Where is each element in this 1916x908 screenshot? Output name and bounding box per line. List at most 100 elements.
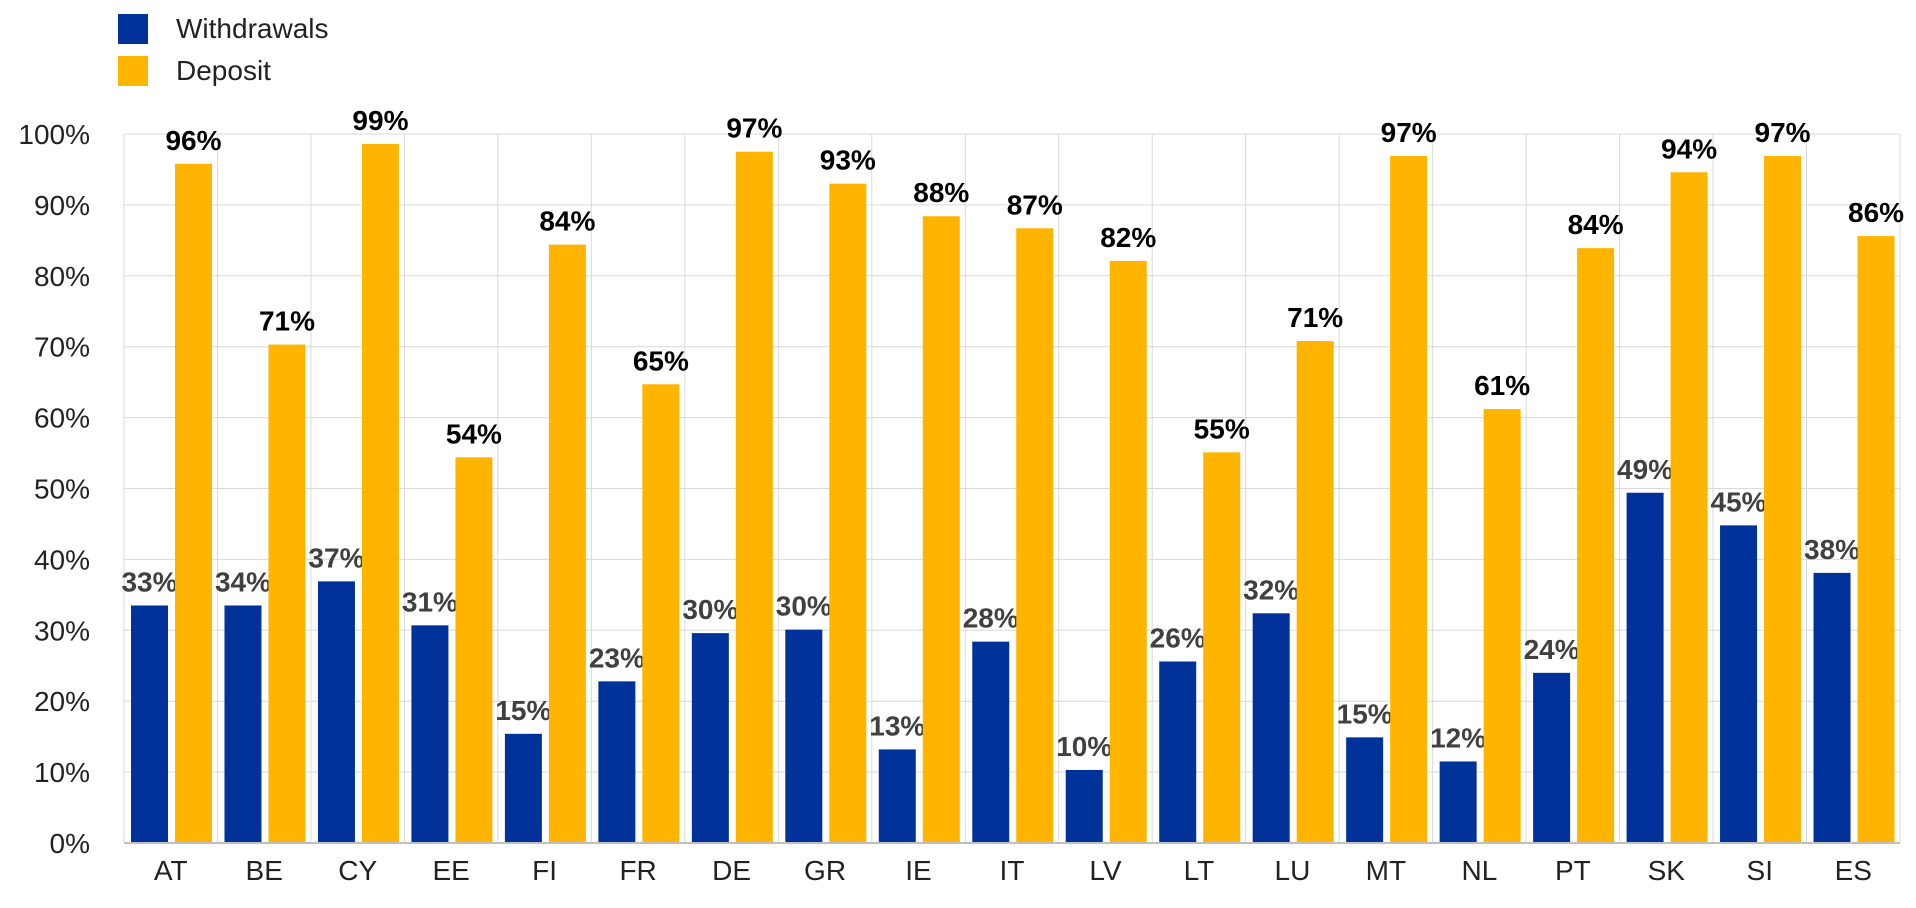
data-label-withdrawals: 10% bbox=[1056, 731, 1112, 762]
bar-withdrawals-ie bbox=[878, 749, 916, 843]
data-label-deposit: 87% bbox=[1007, 189, 1063, 220]
x-tick-label: IE bbox=[905, 855, 931, 886]
x-tick-label: NL bbox=[1461, 855, 1497, 886]
data-label-deposit: 97% bbox=[1381, 117, 1437, 148]
x-tick-label: SI bbox=[1747, 855, 1773, 886]
y-tick-label: 20% bbox=[34, 686, 90, 717]
data-label-withdrawals: 34% bbox=[215, 566, 271, 597]
bar-withdrawals-mt bbox=[1346, 737, 1384, 843]
bar-withdrawals-at bbox=[131, 605, 168, 843]
data-label-deposit: 84% bbox=[539, 206, 595, 237]
y-tick-label: 0% bbox=[50, 828, 90, 859]
bar-withdrawals-lv bbox=[1065, 769, 1103, 843]
y-tick-label: 10% bbox=[34, 757, 90, 788]
x-tick-label: IT bbox=[1000, 855, 1025, 886]
bar-deposit-si bbox=[1764, 155, 1802, 843]
y-tick-label: 60% bbox=[34, 403, 90, 434]
data-label-deposit: 93% bbox=[820, 145, 876, 176]
data-label-withdrawals: 13% bbox=[869, 710, 925, 741]
data-label-deposit: 82% bbox=[1100, 222, 1156, 253]
data-label-deposit: 54% bbox=[446, 418, 502, 449]
bar-withdrawals-fi bbox=[504, 733, 542, 843]
legend-label-withdrawals: Withdrawals bbox=[176, 13, 329, 44]
data-label-withdrawals: 30% bbox=[682, 594, 738, 625]
x-tick-label: GR bbox=[804, 855, 846, 886]
y-tick-label: 90% bbox=[34, 190, 90, 221]
bar-withdrawals-nl bbox=[1439, 761, 1477, 843]
y-tick-label: 70% bbox=[34, 332, 90, 363]
x-tick-label: MT bbox=[1366, 855, 1406, 886]
y-tick-label: 40% bbox=[34, 544, 90, 575]
data-label-deposit: 94% bbox=[1661, 133, 1717, 164]
data-label-deposit: 84% bbox=[1568, 209, 1624, 240]
data-label-withdrawals: 15% bbox=[495, 695, 551, 726]
data-label-withdrawals: 49% bbox=[1617, 454, 1673, 485]
legend-swatch-withdrawals bbox=[118, 14, 148, 44]
data-label-withdrawals: 33% bbox=[121, 566, 177, 597]
bar-withdrawals-es bbox=[1813, 572, 1851, 843]
data-label-withdrawals: 28% bbox=[963, 603, 1019, 634]
y-tick-label: 50% bbox=[34, 474, 90, 505]
bar-deposit-lu bbox=[1296, 341, 1334, 843]
data-label-deposit: 61% bbox=[1474, 370, 1530, 401]
bar-withdrawals-lt bbox=[1159, 661, 1197, 843]
x-tick-label: PT bbox=[1555, 855, 1591, 886]
bar-withdrawals-it bbox=[972, 641, 1010, 843]
bar-deposit-cy bbox=[361, 143, 399, 843]
data-label-withdrawals: 12% bbox=[1430, 722, 1486, 753]
bar-withdrawals-fr bbox=[598, 681, 636, 843]
data-label-deposit: 97% bbox=[726, 113, 782, 144]
bar-deposit-fr bbox=[642, 384, 680, 843]
data-label-withdrawals: 15% bbox=[1337, 698, 1393, 729]
bar-deposit-be bbox=[268, 344, 306, 843]
data-label-deposit: 88% bbox=[913, 177, 969, 208]
bar-withdrawals-si bbox=[1720, 525, 1758, 843]
x-tick-label: ES bbox=[1835, 855, 1872, 886]
data-label-withdrawals: 23% bbox=[589, 642, 645, 673]
bar-withdrawals-lu bbox=[1252, 613, 1290, 843]
bar-deposit-lv bbox=[1109, 260, 1147, 843]
y-tick-label: 100% bbox=[18, 119, 90, 150]
data-label-deposit: 86% bbox=[1848, 197, 1904, 228]
legend-label-deposit: Deposit bbox=[176, 55, 271, 86]
x-tick-label: FR bbox=[619, 855, 656, 886]
bar-withdrawals-sk bbox=[1626, 492, 1664, 843]
x-tick-label: FI bbox=[532, 855, 557, 886]
bar-deposit-at bbox=[175, 163, 212, 843]
bar-withdrawals-ee bbox=[411, 625, 449, 843]
data-label-deposit: 96% bbox=[165, 125, 221, 156]
data-label-deposit: 99% bbox=[352, 105, 408, 136]
x-tick-label: SK bbox=[1648, 855, 1686, 886]
bar-withdrawals-cy bbox=[317, 581, 355, 843]
x-tick-label: LU bbox=[1275, 855, 1311, 886]
legend-item-deposit: Deposit bbox=[118, 50, 328, 92]
data-label-withdrawals: 24% bbox=[1524, 634, 1580, 665]
bar-deposit-it bbox=[1016, 228, 1054, 843]
data-label-deposit: 71% bbox=[259, 306, 315, 337]
x-tick-label: AT bbox=[154, 855, 188, 886]
data-label-withdrawals: 38% bbox=[1804, 534, 1860, 565]
bar-deposit-sk bbox=[1670, 172, 1708, 843]
bar-deposit-ee bbox=[455, 457, 493, 843]
bar-withdrawals-de bbox=[691, 633, 729, 843]
bar-deposit-de bbox=[735, 151, 773, 844]
bar-deposit-mt bbox=[1390, 155, 1428, 843]
data-label-withdrawals: 45% bbox=[1711, 486, 1767, 517]
data-label-deposit: 55% bbox=[1194, 413, 1250, 444]
bar-withdrawals-be bbox=[224, 605, 262, 843]
bar-deposit-pt bbox=[1577, 248, 1615, 844]
data-label-withdrawals: 32% bbox=[1243, 574, 1299, 605]
x-tick-label: LT bbox=[1184, 855, 1215, 886]
data-label-deposit: 97% bbox=[1755, 117, 1811, 148]
data-label-withdrawals: 30% bbox=[776, 591, 832, 622]
bar-deposit-fi bbox=[548, 244, 586, 843]
data-label-withdrawals: 31% bbox=[402, 586, 458, 617]
bar-deposit-es bbox=[1857, 236, 1895, 843]
data-label-deposit: 65% bbox=[633, 345, 689, 376]
data-label-withdrawals: 37% bbox=[308, 542, 364, 573]
x-tick-label: LV bbox=[1089, 855, 1121, 886]
legend-item-withdrawals: Withdrawals bbox=[118, 8, 328, 50]
bar-withdrawals-gr bbox=[785, 629, 823, 843]
data-label-deposit: 71% bbox=[1287, 302, 1343, 333]
